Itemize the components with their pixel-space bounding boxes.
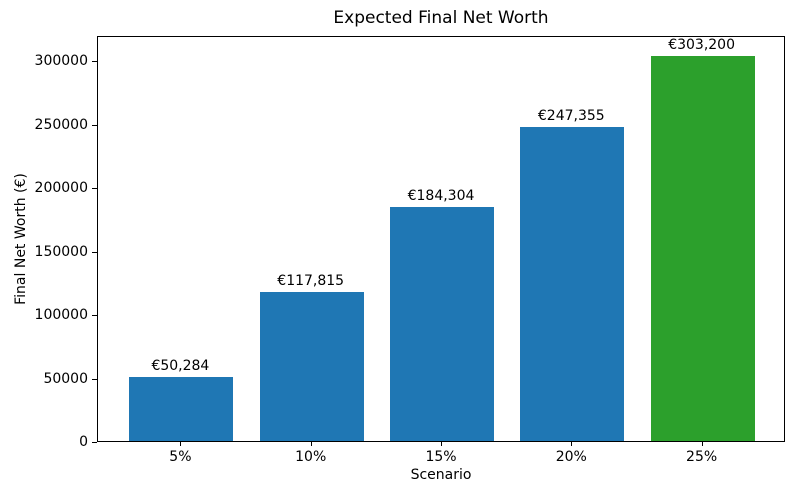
bar-value-label: €303,200 (668, 37, 735, 54)
bar-value-label: €184,304 (407, 188, 475, 205)
y-tick-mark (92, 315, 97, 317)
x-tick-mark (701, 442, 703, 446)
y-tick-label: 250000 (34, 116, 88, 133)
y-tick-label: 0 (79, 434, 88, 450)
y-tick-label: 150000 (34, 243, 88, 260)
x-tick-label: 15% (425, 449, 457, 465)
y-tick-label: 200000 (34, 180, 88, 197)
y-tick-mark (92, 378, 97, 380)
y-tick-mark (92, 442, 97, 443)
x-tick-label: 25% (686, 449, 718, 465)
y-tick-mark (92, 188, 97, 190)
chart-title: Expected Final Net Worth (333, 8, 549, 28)
bar-value-label: €247,355 (537, 108, 605, 125)
y-tick-label: 100000 (34, 307, 88, 324)
x-tick-mark (180, 442, 182, 446)
y-tick-label: 50000 (43, 370, 88, 387)
bar (650, 56, 755, 441)
bar (129, 377, 234, 441)
y-tick-mark (92, 61, 97, 63)
bar-value-label: €50,284 (151, 358, 210, 375)
y-tick-label: 300000 (34, 53, 88, 70)
x-axis-label: Scenario (410, 467, 472, 483)
x-tick-mark (441, 442, 442, 446)
y-tick-mark (92, 251, 97, 253)
bar-value-label: €117,815 (277, 272, 345, 289)
x-tick-mark (310, 442, 312, 446)
plot-area (97, 36, 785, 442)
x-tick-label: 10% (295, 449, 327, 465)
bar (259, 291, 364, 441)
x-tick-label: 5% (169, 449, 192, 465)
x-tick-mark (571, 442, 573, 446)
y-tick-mark (92, 124, 97, 126)
bar (520, 127, 625, 441)
bar (389, 207, 495, 441)
x-tick-label: 20% (555, 449, 587, 465)
